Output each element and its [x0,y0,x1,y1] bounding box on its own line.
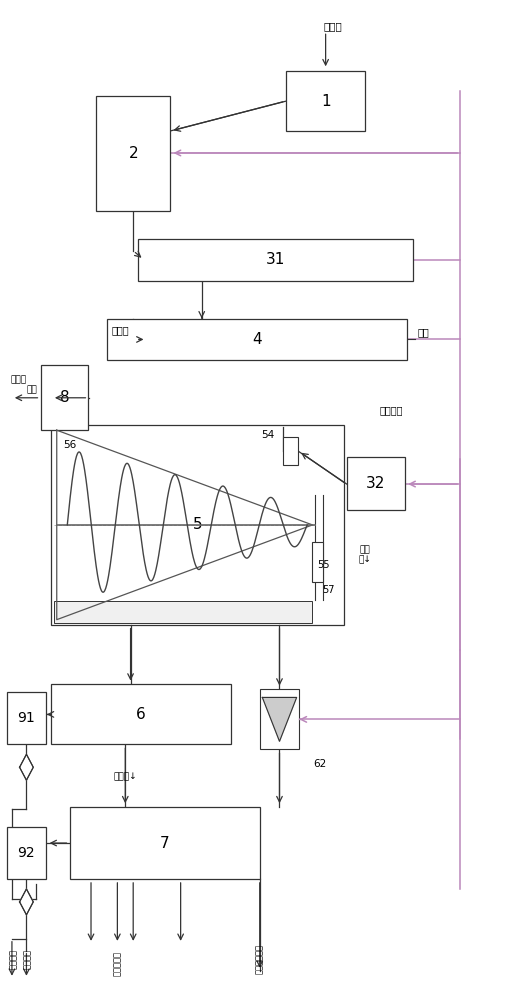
Bar [284,437,298,465]
Text: 7: 7 [160,836,170,851]
Text: 8: 8 [60,390,69,405]
Polygon shape [20,889,33,915]
Bar [51,684,231,744]
Polygon shape [20,754,33,780]
Text: 5: 5 [193,517,202,532]
Bar [286,71,365,131]
Text: 6: 6 [136,707,146,722]
Text: 生物质热解气: 生物质热解气 [255,944,264,974]
Text: 62: 62 [314,759,327,769]
Text: 生物质: 生物质 [323,21,342,31]
Bar [7,692,46,744]
Text: 出渣: 出渣 [26,385,37,394]
Text: 2: 2 [128,146,138,161]
Bar [54,601,313,623]
Text: 生物质炭: 生物质炭 [8,949,17,969]
Text: 92: 92 [17,846,35,860]
Text: 31: 31 [266,252,285,267]
Bar [138,239,413,281]
Text: 55: 55 [317,560,329,570]
Bar [7,827,46,879]
Bar [107,319,408,360]
Text: 4: 4 [252,332,262,347]
Text: 56: 56 [63,440,76,450]
Bar [41,365,89,430]
Polygon shape [262,697,297,741]
Text: 水油混合液: 水油混合液 [113,951,122,976]
Text: 32: 32 [366,476,385,491]
Text: 57: 57 [322,585,334,595]
Bar [70,807,260,879]
Text: 生物质炭: 生物质炭 [23,949,32,969]
Text: 1: 1 [321,94,330,109]
Text: 热解
气↓: 热解 气↓ [359,545,372,565]
Text: 热解气↓: 热解气↓ [113,773,137,782]
Bar [313,542,323,582]
Text: 出料: 出料 [417,327,429,337]
Text: 出渣口: 出渣口 [11,375,27,384]
Text: 91: 91 [17,711,36,725]
Text: 进料口: 进料口 [111,325,129,335]
Text: 热载气体: 热载气体 [380,405,403,415]
Bar [260,689,299,749]
Bar [347,457,405,510]
Text: 54: 54 [261,430,274,440]
Bar [51,425,344,625]
Bar [96,96,170,211]
